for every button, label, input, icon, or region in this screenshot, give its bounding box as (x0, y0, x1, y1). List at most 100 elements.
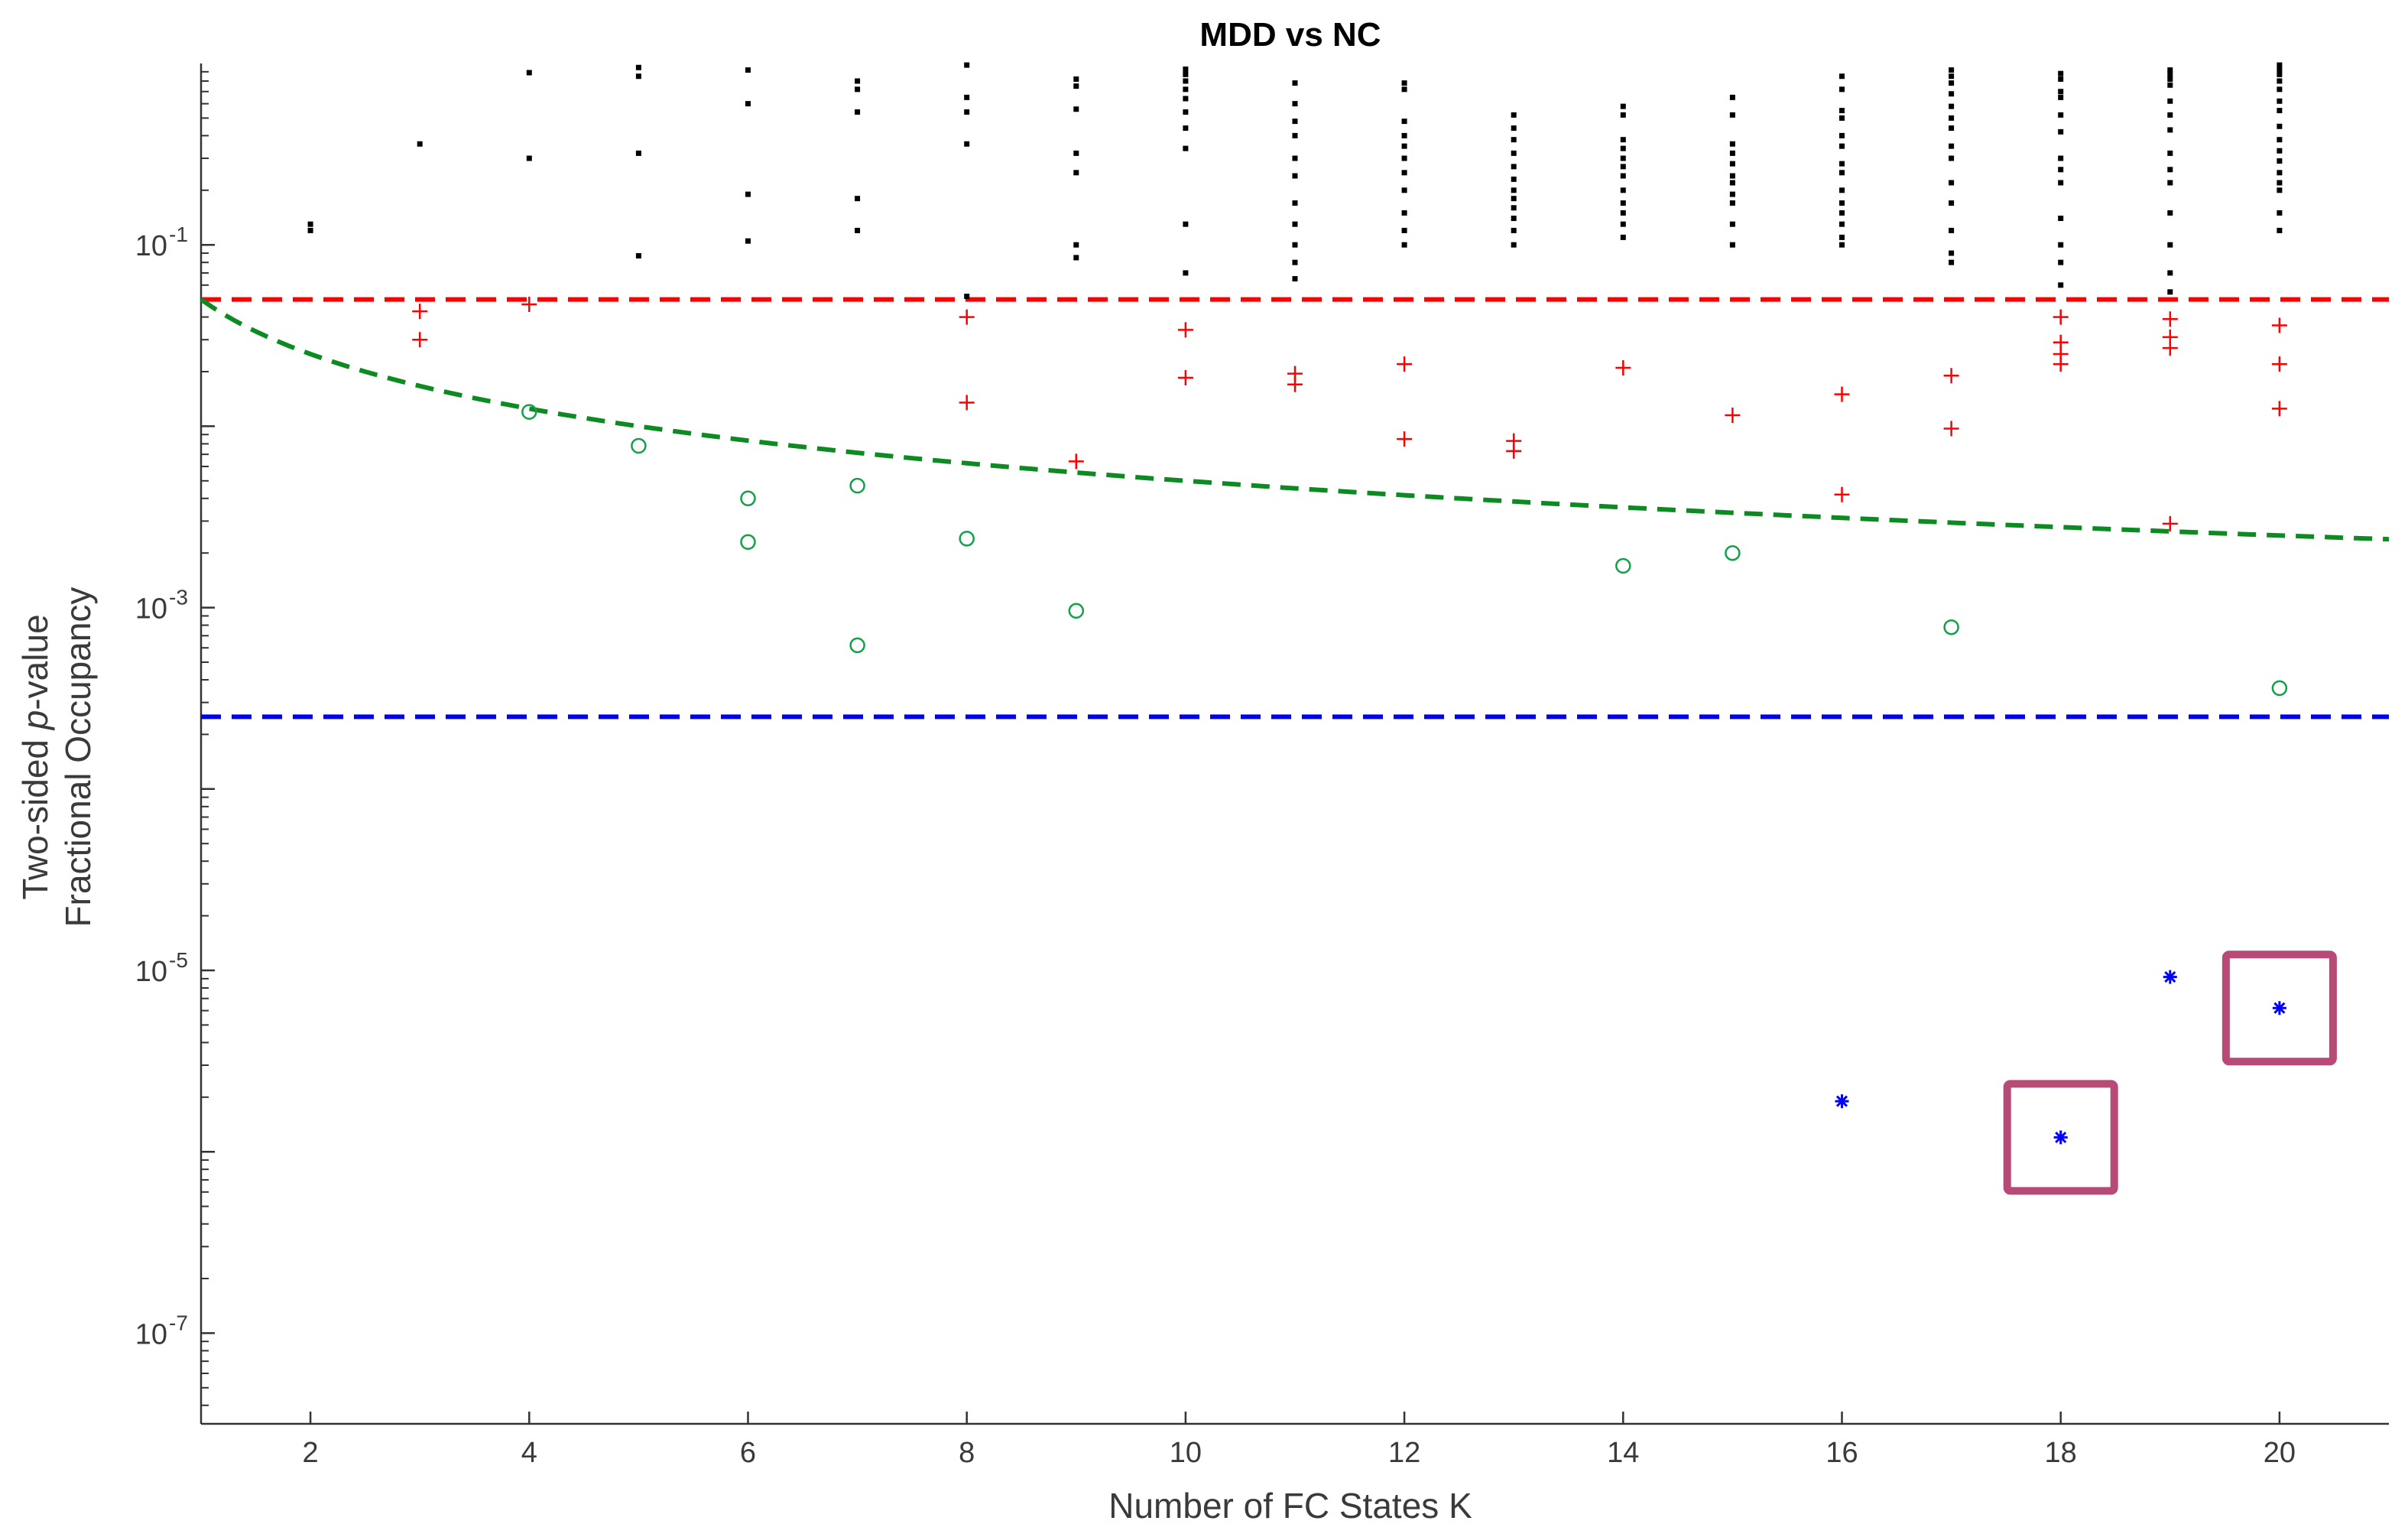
green-circle-point (521, 404, 537, 420)
black-dot-point (2058, 70, 2064, 76)
y-tick-exponent: -5 (169, 948, 188, 972)
black-dot-point (1729, 191, 1735, 197)
red-plus-point (1068, 453, 1084, 470)
reference-lines (200, 297, 2390, 720)
black-dot-point (1183, 96, 1189, 102)
black-dot-point (1620, 155, 1626, 161)
x-axis-ticks: 2 4 6 8 10 12 14 16 18 20 (303, 1412, 2296, 1469)
black-dot-point (1401, 170, 1407, 176)
black-dot-point (1292, 80, 1298, 86)
red-plus-point (1397, 431, 1413, 447)
green-circle-point (849, 477, 865, 494)
red-plus-point (1943, 368, 1959, 384)
black-dot-point (2058, 89, 2064, 95)
black-dot-point (1949, 103, 1955, 109)
black-dot-point (307, 227, 313, 233)
green-circle-point (2271, 680, 2288, 697)
green-circle-point (740, 490, 756, 507)
black-dot-point (1511, 137, 1517, 143)
black-dot-point (1511, 150, 1517, 156)
black-dot-point (2167, 150, 2173, 156)
y-tick-label: 10 (135, 956, 167, 988)
black-dot-point (964, 109, 970, 115)
black-dot-point (1183, 125, 1189, 132)
y-tick-label: 10 (135, 230, 167, 262)
black-dot-point (1292, 132, 1298, 138)
red-plus-point (2271, 356, 2287, 372)
black-dot-point (1511, 125, 1517, 132)
black-dot-point (635, 73, 641, 80)
black-dot-point (526, 70, 532, 76)
black-dot-point (1620, 221, 1626, 227)
y-axis-label-line-1-prefix: Two-sided (15, 730, 55, 899)
green-circle-point (740, 534, 756, 551)
black-dot-point (964, 141, 970, 147)
black-dot-point (1949, 259, 1955, 265)
x-tick-label: 12 (1388, 1437, 1420, 1469)
green-circle-point (1943, 619, 1959, 635)
green-circle-point (1068, 603, 1085, 619)
black-dot-point (2277, 71, 2283, 77)
black-dot-point (1401, 155, 1407, 161)
black-dot-point (1729, 200, 1735, 206)
black-dot-point (1073, 76, 1079, 82)
bonferroni-curve (200, 297, 2390, 542)
black-dot-point (2277, 180, 2283, 186)
black-dot-point (1073, 170, 1079, 176)
black-dot-point (1949, 200, 1955, 206)
blue-star-point (1835, 1094, 1849, 1109)
black-dot-point (1292, 119, 1298, 125)
black-dot-point (1292, 200, 1298, 206)
black-dot-point (635, 64, 641, 70)
black-dot-point (1183, 221, 1189, 227)
black-dot-point (1949, 155, 1955, 161)
x-tick-label: 8 (959, 1437, 975, 1469)
highlight-boxes (2003, 950, 2337, 1195)
black-dot-point (1949, 125, 1955, 132)
black-dot-point (1949, 143, 1955, 149)
black-dot-point (1183, 78, 1189, 84)
red-plus-point (2162, 340, 2178, 356)
black-dot-point (1729, 221, 1735, 227)
black-dot-point (1292, 276, 1298, 282)
black-dot-point (964, 62, 970, 68)
black-dot-point (1620, 137, 1626, 143)
black-dot-point (1292, 101, 1298, 107)
black-dot-point (2058, 128, 2064, 135)
black-dot-point (2167, 242, 2173, 248)
black-dot-point (1620, 210, 1626, 216)
black-dot-point (1620, 145, 1626, 151)
y-tick-exponent: -7 (169, 1311, 188, 1334)
black-dot-point (1839, 210, 1845, 216)
red-plus-point (1397, 356, 1413, 372)
black-dot-point (964, 294, 970, 300)
y-axis-ticks: 10-110-310-510-7 (135, 223, 188, 1350)
black-dot-point (1292, 221, 1298, 227)
black-dot-point (1183, 270, 1189, 276)
green-circle-point (631, 437, 647, 454)
black-dot-point (1949, 250, 1955, 256)
green-circle-point (1725, 544, 1741, 561)
plot-area: 10-110-310-510-7 2 4 6 8 10 12 14 16 18 20 (135, 62, 2390, 1469)
black-dot-point (1949, 91, 1955, 97)
y-axis-label: Two-sided p-value Fractional Occupancy (15, 587, 98, 928)
red-plus-point (1725, 408, 1741, 424)
black-dot-point (1183, 66, 1189, 72)
black-dot-point (2058, 259, 2064, 265)
black-dot-point (1401, 227, 1407, 233)
black-dot-point (1839, 132, 1845, 138)
black-dot-point (1620, 164, 1626, 170)
black-dot-point (1620, 173, 1626, 179)
black-dot-point (1839, 242, 1845, 248)
black-dot-point (1511, 112, 1517, 118)
red-plus-point (1615, 359, 1631, 375)
black-dot-point (1183, 109, 1189, 115)
black-dot-point (1073, 83, 1079, 89)
black-dot-point (1620, 103, 1626, 109)
black-dot-point (1839, 234, 1845, 240)
black-dot-point (1839, 73, 1845, 80)
black-dot-point (1183, 145, 1189, 151)
x-tick-label: 2 (303, 1437, 319, 1469)
black-dot-point (1839, 161, 1845, 167)
x-tick-label: 14 (1607, 1437, 1639, 1469)
